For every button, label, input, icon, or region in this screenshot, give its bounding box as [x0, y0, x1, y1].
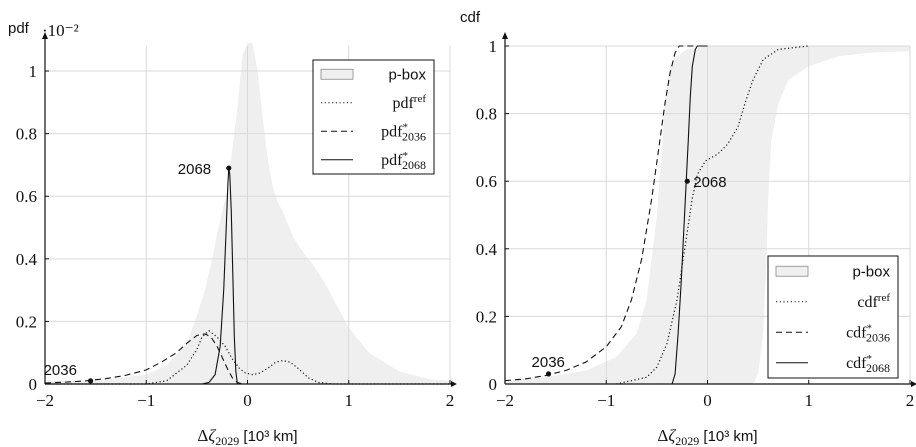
x-tick-label: −1 [597, 391, 615, 410]
y-tick-label: 0 [489, 375, 498, 394]
legend-label: p-box [852, 263, 890, 280]
series-pdf_2068 [201, 167, 238, 385]
x-tick-label: 2 [446, 391, 455, 410]
series-pdf_ref [45, 330, 450, 385]
y-axis-arrow [42, 32, 48, 39]
x-axis-arrow [911, 381, 916, 387]
annotation-label: 2036 [532, 354, 565, 371]
series-cdf_2036 [504, 45, 703, 382]
annotation-marker [226, 165, 232, 171]
x-axis-label: Δζ2029 [10³ km] [197, 426, 297, 447]
legend-label: pdf* 2036 [381, 121, 426, 143]
x-tick-label: −2 [36, 391, 54, 410]
y-tick-label: 0.6 [16, 187, 37, 206]
legend-swatch [775, 265, 809, 277]
x-axis-label: Δζ2029 [10³ km] [657, 426, 757, 447]
y-tick-label: 0.4 [476, 240, 498, 259]
legend: p-box pdfref pdf* 2036 pdf* 2068 [312, 59, 435, 175]
x-tick-label: 1 [345, 391, 354, 410]
cdf-panel: −2 −1 0 1 2 0 0.2 0.4 0.6 0.8 1 cdf Δζ2029 [10³ km] p… [460, 9, 916, 447]
legend-label: pdfref [392, 93, 426, 112]
annotation-label: 2036 [44, 362, 77, 379]
y-tick-label: 1 [489, 37, 498, 56]
annotation-label: 2068 [178, 161, 211, 178]
legend-label: p-box [388, 66, 426, 83]
y-tick-label: 0.4 [16, 250, 38, 269]
annotation-marker [87, 378, 94, 384]
y-axis-label: cdf [460, 9, 481, 26]
x-axis-arrow [451, 381, 457, 387]
y-tick-label: 0.6 [476, 172, 497, 191]
y-tick-label: 0.8 [476, 105, 497, 124]
legend-label: cdf* 2068 [846, 353, 890, 375]
series-cdf_2068 [671, 45, 708, 385]
y-tick-label: 0 [29, 375, 38, 394]
y-tick-label: 1 [29, 62, 38, 81]
y-multiplier: ·10⁻² [42, 21, 79, 40]
pdf-panel: −2 −1 0 1 2 0 0.2 0.4 0.6 0.8 1 pdf ·10⁻² Δζ2029 [10³… [8, 20, 457, 447]
x-tick-label: −2 [496, 391, 514, 410]
y-tick-label: 0.8 [16, 125, 37, 144]
x-tick-label: 1 [805, 391, 814, 410]
y-axis-label: pdf [8, 20, 30, 37]
x-tick-label: 0 [243, 391, 252, 410]
legend: p-box cdfref cdf* 2036 cdf* 2068 [767, 255, 899, 379]
y-tick-label: 0.2 [16, 312, 37, 331]
y-axis-arrow [502, 32, 508, 39]
x-tick-label: 0 [703, 391, 712, 410]
legend-label: cdfref [857, 292, 890, 311]
annotation-label: 2068 [693, 174, 726, 191]
annotation-marker [684, 178, 690, 184]
legend-label: cdf* 2036 [846, 322, 890, 344]
y-tick-label: 0.2 [476, 307, 497, 326]
legend-swatch [320, 68, 354, 80]
annotation-marker [545, 371, 552, 377]
x-tick-label: −1 [137, 391, 155, 410]
x-tick-label: 2 [906, 391, 915, 410]
legend-label: pdf* 2068 [381, 150, 426, 172]
